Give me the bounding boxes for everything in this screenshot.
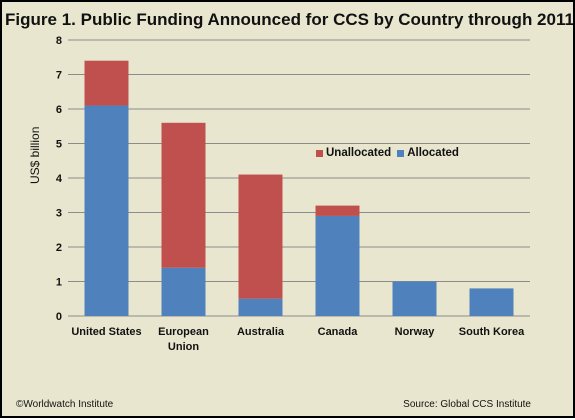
- legend-label-allocated: Allocated: [407, 147, 459, 159]
- x-tick-label-1-0: European: [158, 326, 209, 338]
- x-tick-label-2-0: Australia: [237, 326, 285, 338]
- bar-allocated-5: [469, 288, 514, 316]
- bar-unallocated-0: [84, 60, 129, 106]
- bar-allocated-3: [315, 215, 360, 316]
- legend-label-unallocated: Unallocated: [326, 147, 392, 159]
- x-tick-label-5-0: South Korea: [459, 326, 525, 338]
- y-tick-label-3: 3: [56, 208, 62, 220]
- y-tick-label-2: 2: [56, 242, 62, 254]
- y-tick-label-7: 7: [56, 70, 62, 82]
- y-tick-label-0: 0: [56, 311, 62, 323]
- legend-item-allocated: Allocated: [397, 147, 459, 159]
- x-tick-label-3-0: Canada: [318, 326, 359, 338]
- footer-source: Source: Global CCS Institute: [403, 399, 531, 410]
- x-tick-label-1-1: Union: [168, 341, 199, 353]
- chart-title: Figure 1. Public Funding Announced for C…: [5, 10, 574, 29]
- bar-allocated-4: [392, 281, 437, 316]
- bar-unallocated-3: [315, 205, 360, 216]
- legend-item-unallocated: Unallocated: [316, 147, 391, 159]
- y-axis-label: US$ billion: [28, 126, 42, 184]
- y-tick-label-6: 6: [56, 104, 62, 116]
- x-tick-label-0-0: United States: [71, 326, 141, 338]
- bar-unallocated-1: [161, 122, 206, 268]
- footer-credit: ©Worldwatch Institute: [16, 399, 114, 410]
- x-tick-label-4-0: Norway: [395, 326, 436, 338]
- y-tick-label-8: 8: [56, 35, 62, 47]
- bar-allocated-1: [161, 267, 206, 316]
- y-tick-label-5: 5: [56, 139, 62, 151]
- bar-allocated-0: [84, 105, 129, 316]
- legend-swatch-allocated: [397, 149, 405, 157]
- y-tick-label-1: 1: [56, 277, 62, 289]
- chart-legend: Unallocated Allocated: [316, 147, 459, 159]
- bar-unallocated-2: [238, 174, 283, 299]
- legend-swatch-unallocated: [316, 149, 323, 157]
- bar-allocated-2: [238, 298, 283, 316]
- y-tick-label-4: 4: [56, 173, 63, 185]
